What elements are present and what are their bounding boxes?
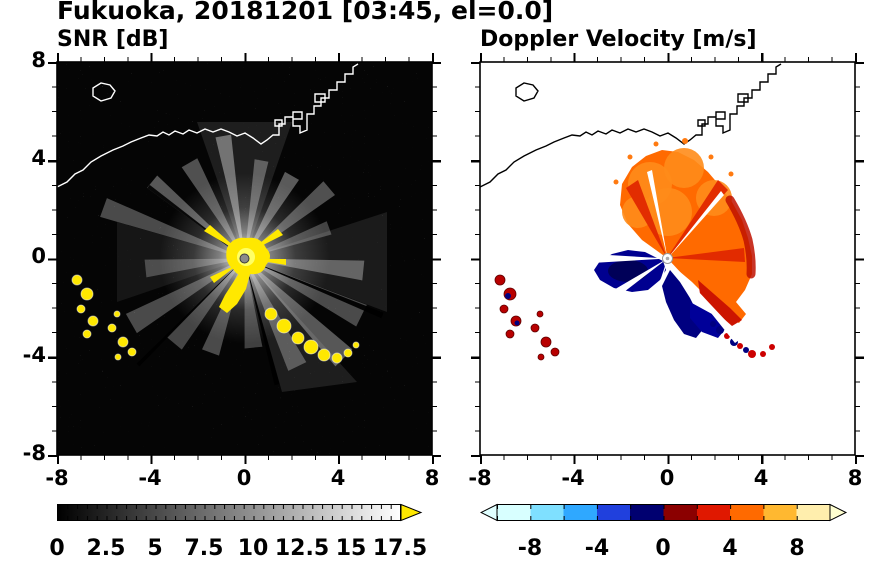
snr-colorbar-ticks: [57, 504, 401, 521]
y-tick-label: -8: [22, 441, 46, 465]
doppler-plot: [479, 61, 856, 456]
shadow-rays: [136, 184, 384, 386]
doppler-colorbar-overflow-arrow: [829, 503, 848, 522]
colorbar-tick-label: 7.5: [184, 536, 224, 561]
snr-colorbar-overflow-arrow: [400, 503, 423, 522]
colorbar-tick-label: 12.5: [274, 536, 330, 561]
y-tick-label: 8: [31, 48, 46, 72]
colorbar-tick-label: 10: [237, 536, 269, 561]
x-tick-label: -8: [45, 466, 69, 490]
radar-center-dot: [239, 253, 250, 264]
west-echo-cluster: [494, 274, 560, 361]
x-tick-label: 4: [330, 466, 346, 490]
shadow-rays: [592, 170, 742, 345]
doppler-colorbar-ticks: [497, 504, 830, 521]
y-tick-label: -4: [22, 343, 46, 367]
doppler-colorbar: [480, 503, 848, 522]
x-tick-label: 0: [236, 466, 252, 490]
colorbar-tick-label: 0: [49, 536, 65, 561]
x-tick-label: 4: [753, 466, 769, 490]
snr-plot: [56, 61, 433, 456]
doppler-colorbar-underflow-arrow: [480, 503, 498, 522]
colorbar-tick-label: 4: [722, 536, 738, 561]
snr-echo-patches: [71, 274, 360, 364]
colorbar-tick-label: 8: [789, 536, 805, 561]
x-tick-label: -4: [138, 466, 162, 490]
colorbar-tick-label: -4: [584, 536, 610, 561]
x-tick-label: -8: [468, 466, 492, 490]
y-tick-label: 0: [31, 244, 46, 268]
x-tick-label: 8: [847, 466, 863, 490]
snr-panel-title: SNR [dB]: [57, 27, 169, 52]
colorbar-tick-label: 15: [335, 536, 367, 561]
y-tick-label: 4: [31, 146, 46, 170]
colorbar-tick-label: 0: [655, 536, 671, 561]
colorbar-tick-label: -8: [517, 536, 543, 561]
echo-arc-patches: [724, 333, 775, 358]
colorbar-tick-label: 5: [147, 536, 163, 561]
doppler-panel-title: Doppler Velocity [m/s]: [480, 27, 757, 52]
colorbar-tick-label: 17.5: [372, 536, 428, 561]
radar-center-point: [665, 256, 670, 261]
snr-colorbar: [57, 503, 423, 522]
colorbar-tick-label: 2.5: [86, 536, 126, 561]
x-tick-label: -4: [561, 466, 585, 490]
x-tick-label: 0: [659, 466, 675, 490]
x-tick-label: 8: [424, 466, 440, 490]
figure-title: Fukuoka, 20181201 [03:45, el=0.0]: [57, 0, 554, 25]
